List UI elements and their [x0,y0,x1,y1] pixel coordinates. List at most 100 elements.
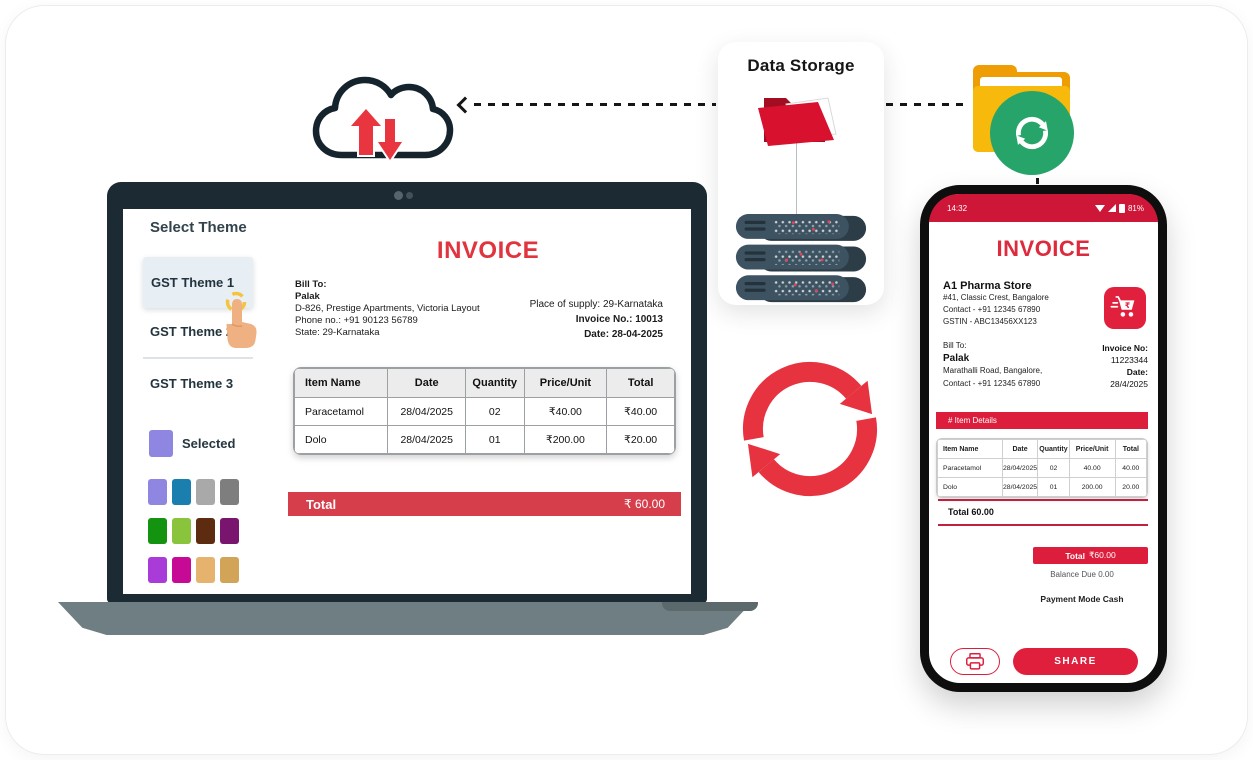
print-button[interactable] [950,648,1000,675]
selected-color-swatch [149,430,173,457]
column-header: Date [387,368,466,398]
bill-to-address: Marathalli Road, Bangalore, [943,366,1043,375]
store-gstin: GSTIN - ABC13456XX123 [943,317,1037,326]
column-header: Price/Unit [1068,439,1116,459]
bill-to-name: Palak [295,291,320,302]
column-header: Total [1114,439,1147,459]
laptop-base [58,602,752,635]
divider [938,499,1148,501]
data-storage-title: Data Storage [747,56,855,75]
bill-to-address: D-826, Prestige Apartments, Victoria Lay… [295,303,480,314]
download-arrow-icon [374,117,406,164]
balance-due: Balance Due 0.00 [1050,570,1114,579]
svg-text:₹: ₹ [1125,301,1130,310]
invoice-meta-block: Place of supply: 29-Karnataka Invoice No… [530,297,663,342]
laptop-screen: Select Theme GST Theme 1 GST Theme 2 GST… [123,209,691,594]
invoice-title: INVOICE [436,237,540,264]
column-header: Date [1001,439,1039,459]
phone-invoice-meta: Invoice No: 11223344 Date: 28/4/2025 [1102,342,1148,390]
color-swatch[interactable] [196,479,215,505]
battery-percent: 81% [1127,203,1144,213]
battery-icon [1118,203,1125,213]
color-swatch[interactable] [220,557,239,583]
cart-app-icon: ₹ [1104,287,1146,329]
data-storage-card: Data Storage [718,42,884,305]
color-swatch[interactable] [196,557,215,583]
bill-to-block: Bill To: Palak D-826, Prestige Apartment… [295,279,480,339]
color-swatch[interactable] [220,479,239,505]
color-swatch[interactable] [196,518,215,544]
cloud-sync-icon [312,76,454,164]
status-time: 14:32 [947,203,968,213]
item-details-bar: # Item Details [936,412,1148,429]
invoice-number: Invoice No.: 10013 [575,314,663,325]
connector-storage-to-cloud [474,103,716,106]
bill-to-state: State: 29-Karnataka [295,327,380,338]
theme-option-gst-theme-3[interactable]: GST Theme 3 [150,376,234,391]
table-row: Dolo 28/04/2025 01 ₹200.00 ₹20.00 [294,425,675,454]
place-of-supply: Place of supply: 29-Karnataka [529,299,663,310]
color-swatch[interactable] [172,557,191,583]
phone-status-bar: 14:32 81% [929,194,1158,222]
theme-option-gst-theme-2[interactable]: GST Theme 2 [150,324,234,339]
phone-total-summary: Total 60.00 [948,507,994,517]
signal-icon [1107,204,1116,212]
table-row: Dolo 28/04/2025 01 200.00 20.00 [937,477,1147,497]
date-label: Date: [1126,367,1148,377]
store-address: #41, Classic Crest, Bangalore [943,293,1049,302]
color-swatch[interactable] [172,479,191,505]
phone-screen: 14:32 81% INVOICE A1 Pharma Store #41, C… [929,194,1158,683]
status-icons: 81% [1094,203,1144,213]
store-block: A1 Pharma Store #41, Classic Crest, Bang… [943,280,1049,328]
bill-to-contact: Contact - +91 12345 67890 [943,378,1041,388]
red-folder-icon [758,97,837,146]
total-label: Total [306,496,337,512]
column-header: Total [606,368,675,398]
color-swatch[interactable] [148,479,167,505]
wifi-icon [1094,204,1105,212]
store-contact: Contact - +91 12345 67890 [943,305,1041,314]
sync-arrows-icon [743,361,877,497]
laptop-base-notch [662,602,758,611]
bill-to-phone: Phone no.: +91 90123 56789 [295,315,418,326]
storage-connector-line [796,142,797,217]
color-swatch-grid [148,479,244,583]
theme-option-label: GST Theme 1 [151,275,235,290]
server-rack-icon [735,214,867,303]
divider [938,524,1148,526]
color-swatch[interactable] [148,518,167,544]
phone-invoice-title: INVOICE [996,236,1091,261]
bill-to-label: Bill To: [295,279,327,290]
selected-theme-row: Selected [149,430,235,457]
invoice-no: 11223344 [1110,355,1148,365]
invoice-date: 28/4/2025 [1110,379,1148,389]
color-swatch[interactable] [148,557,167,583]
phone-total-chip: Total ₹60.00 [1033,547,1148,564]
invoice-total-bar: Total ₹ 60.00 [288,492,681,516]
store-name: A1 Pharma Store [943,280,1032,292]
phone-mockup: 14:32 81% INVOICE A1 Pharma Store #41, C… [920,185,1167,692]
column-header: Price/Unit [523,368,608,398]
folder-sync-icon [968,60,1078,175]
column-header: Item Name [294,368,389,398]
laptop-camera-dot [394,191,403,200]
color-swatch[interactable] [172,518,191,544]
total-value: ₹ 60.00 [624,497,665,511]
bill-to-label: Bill To: [943,341,967,350]
share-button[interactable]: SHARE [1013,648,1138,675]
column-header: Quantity [1037,439,1070,459]
connector-folder-to-storage [886,103,970,106]
invoice-date: Date: 28-04-2025 [584,329,663,340]
total-chip-label: Total [1065,550,1085,561]
column-header: Quantity [464,368,525,398]
hand-pointer-icon [225,291,257,348]
table-row: Paracetamol 28/04/2025 02 40.00 40.00 [937,458,1147,478]
selected-label: Selected [182,436,236,451]
table-row: Paracetamol 28/04/2025 02 ₹40.00 ₹40.00 [294,397,675,426]
bill-to-name: Palak [943,352,970,364]
printer-icon [966,652,984,670]
color-swatch[interactable] [220,518,239,544]
laptop-camera-dot [406,192,413,199]
invoice-no-label: Invoice No: [1102,343,1148,353]
select-theme-title: Select Theme [150,219,247,236]
